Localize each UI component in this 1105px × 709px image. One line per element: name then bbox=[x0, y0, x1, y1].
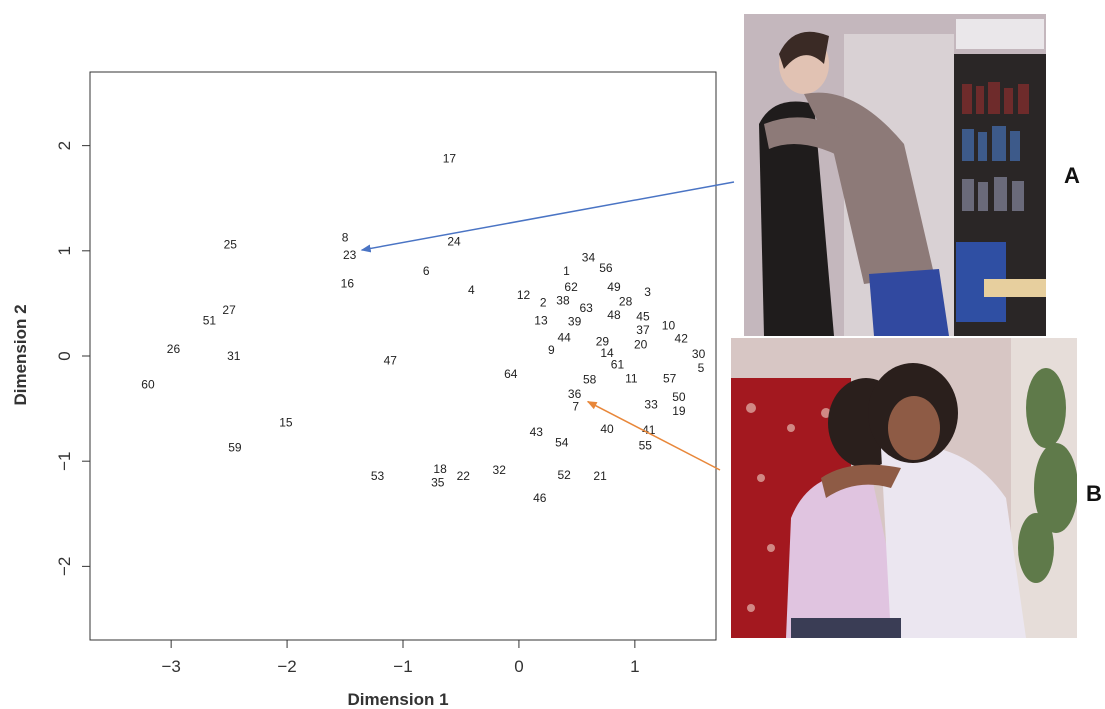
point-label-2: 2 bbox=[540, 296, 547, 310]
point-label-39: 39 bbox=[568, 315, 582, 329]
point-label-14: 14 bbox=[600, 346, 614, 360]
point-label-31: 31 bbox=[227, 349, 241, 363]
point-label-58: 58 bbox=[583, 372, 597, 386]
x-tick-label: −3 bbox=[161, 657, 180, 676]
point-label-17: 17 bbox=[443, 151, 457, 165]
point-label-49: 49 bbox=[607, 280, 621, 294]
point-label-62: 62 bbox=[564, 280, 578, 294]
annotation-arrow-b bbox=[586, 400, 721, 471]
annotation-arrows bbox=[360, 181, 735, 471]
point-label-7: 7 bbox=[572, 400, 579, 414]
point-label-25: 25 bbox=[224, 238, 238, 252]
point-label-60: 60 bbox=[141, 378, 155, 392]
point-label-20: 20 bbox=[634, 338, 648, 352]
point-label-63: 63 bbox=[579, 301, 593, 315]
point-label-6: 6 bbox=[423, 264, 430, 278]
point-label-18: 18 bbox=[433, 462, 447, 476]
panel-label-b: B bbox=[1086, 481, 1102, 506]
y-axis-label: Dimension 2 bbox=[11, 304, 30, 405]
point-label-24: 24 bbox=[447, 235, 461, 249]
point-label-27: 27 bbox=[222, 303, 236, 317]
point-label-23: 23 bbox=[343, 248, 357, 262]
point-label-13: 13 bbox=[534, 313, 548, 327]
panel-label-a: A bbox=[1064, 163, 1080, 188]
y-tick-label: 2 bbox=[55, 141, 74, 150]
x-tick-label: −1 bbox=[393, 657, 412, 676]
point-label-26: 26 bbox=[167, 342, 181, 356]
point-label-12: 12 bbox=[517, 288, 531, 302]
point-label-40: 40 bbox=[600, 422, 614, 436]
y-tick-label: 1 bbox=[55, 246, 74, 255]
point-label-54: 54 bbox=[555, 435, 569, 449]
point-label-64: 64 bbox=[504, 367, 518, 381]
point-label-48: 48 bbox=[607, 308, 621, 322]
point-label-55: 55 bbox=[639, 439, 653, 453]
point-label-8: 8 bbox=[342, 230, 349, 244]
point-label-47: 47 bbox=[384, 353, 398, 367]
hug-photo-b-image bbox=[731, 338, 1077, 638]
point-label-45: 45 bbox=[636, 309, 650, 323]
point-label-53: 53 bbox=[371, 469, 385, 483]
point-label-9: 9 bbox=[548, 343, 555, 357]
x-axis-label: Dimension 1 bbox=[347, 690, 448, 709]
point-label-5: 5 bbox=[698, 361, 705, 375]
point-label-4: 4 bbox=[468, 283, 475, 297]
hug-photo-b bbox=[731, 338, 1077, 638]
hug-photo-a bbox=[744, 14, 1046, 336]
point-label-28: 28 bbox=[619, 295, 633, 309]
point-label-1: 1 bbox=[563, 264, 570, 278]
point-label-33: 33 bbox=[644, 398, 658, 412]
point-label-61: 61 bbox=[611, 358, 625, 372]
point-label-32: 32 bbox=[493, 463, 507, 477]
y-tick-label: −2 bbox=[55, 557, 74, 576]
y-axis-ticks: −2 −1 0 1 2 bbox=[55, 141, 90, 576]
point-label-56: 56 bbox=[599, 261, 613, 275]
point-label-42: 42 bbox=[675, 331, 689, 345]
point-label-16: 16 bbox=[341, 277, 355, 291]
plot-frame bbox=[89, 71, 717, 641]
point-label-10: 10 bbox=[662, 319, 676, 333]
x-tick-label: 1 bbox=[630, 657, 639, 676]
x-tick-label: −2 bbox=[277, 657, 296, 676]
point-label-44: 44 bbox=[557, 330, 571, 344]
point-label-52: 52 bbox=[557, 468, 571, 482]
point-label-50: 50 bbox=[672, 390, 686, 404]
point-label-57: 57 bbox=[663, 371, 677, 385]
annotation-arrow-a bbox=[360, 181, 735, 253]
point-label-11: 11 bbox=[625, 371, 638, 385]
point-label-37: 37 bbox=[636, 323, 650, 337]
y-tick-label: −1 bbox=[55, 451, 74, 470]
point-label-34: 34 bbox=[582, 250, 596, 264]
x-tick-label: 0 bbox=[514, 657, 523, 676]
point-label-35: 35 bbox=[431, 475, 445, 489]
y-tick-label: 0 bbox=[55, 351, 74, 360]
point-label-3: 3 bbox=[644, 285, 651, 299]
point-label-15: 15 bbox=[279, 415, 293, 429]
hug-photo-a-image bbox=[744, 14, 1046, 336]
point-label-59: 59 bbox=[228, 441, 242, 455]
point-label-38: 38 bbox=[556, 293, 570, 307]
point-label-46: 46 bbox=[533, 491, 547, 505]
point-label-19: 19 bbox=[672, 404, 686, 418]
point-label-22: 22 bbox=[457, 469, 471, 483]
point-label-51: 51 bbox=[203, 313, 217, 327]
point-label-21: 21 bbox=[593, 469, 607, 483]
point-label-41: 41 bbox=[642, 423, 656, 437]
point-label-29: 29 bbox=[596, 334, 610, 348]
point-label-43: 43 bbox=[530, 425, 544, 439]
point-label-36: 36 bbox=[568, 387, 582, 401]
x-axis-ticks: −3 −2 −1 0 1 bbox=[161, 640, 640, 676]
point-label-30: 30 bbox=[692, 347, 706, 361]
